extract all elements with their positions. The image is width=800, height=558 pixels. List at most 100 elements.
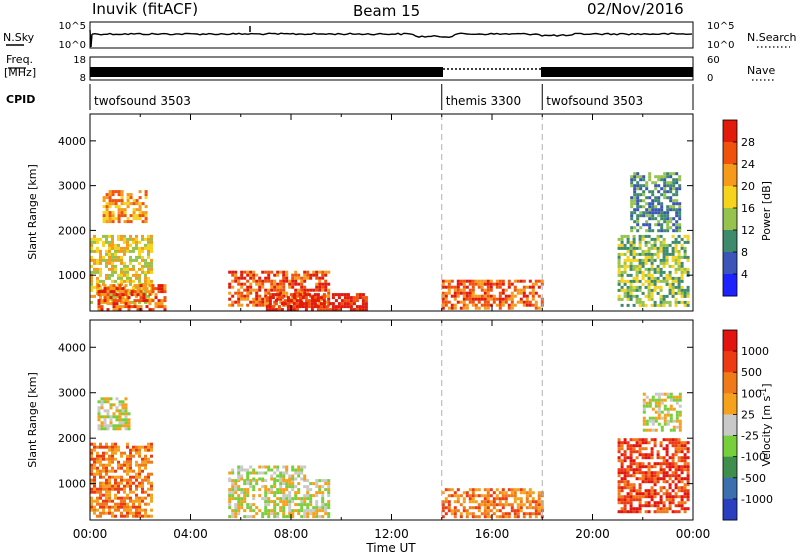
range-gate-cell <box>626 495 630 499</box>
range-gate-cell <box>126 276 129 280</box>
range-gate-cell <box>659 495 663 499</box>
range-gate-cell <box>307 299 311 303</box>
range-gate-cell <box>145 299 149 303</box>
range-gate-cell <box>641 291 645 295</box>
range-gate-cell <box>291 500 295 504</box>
range-gate-cell <box>144 454 147 458</box>
range-gate-cell <box>120 196 124 200</box>
range-gate-cell <box>626 297 630 301</box>
range-gate-cell <box>267 515 271 519</box>
range-gate-cell <box>510 503 514 507</box>
range-gate-cell <box>483 279 487 283</box>
range-gate-cell <box>324 506 328 510</box>
range-gate-cell <box>291 285 295 289</box>
range-gate-cell <box>270 288 274 292</box>
range-gate-cell <box>483 512 487 516</box>
range-gate-cell <box>630 178 634 182</box>
range-gate-cell <box>501 279 505 283</box>
range-gate-cell <box>318 285 322 289</box>
range-gate-cell <box>647 477 651 481</box>
range-gate-cell <box>474 303 478 307</box>
range-gate-cell <box>114 279 117 283</box>
range-gate-cell <box>123 490 126 494</box>
range-gate-cell <box>632 447 636 451</box>
range-gate-cell <box>298 293 302 297</box>
range-gate-cell <box>108 202 112 206</box>
freq-tick-top: 18 <box>73 55 86 66</box>
range-gate-cell <box>683 447 687 451</box>
range-gate-cell <box>668 501 672 505</box>
range-gate-cell <box>677 441 681 445</box>
range-gate-cell <box>111 258 114 262</box>
range-gate-cell <box>90 469 93 473</box>
range-gate-cell <box>441 303 445 307</box>
range-gate-cell <box>270 485 274 489</box>
range-gate-cell <box>157 305 161 309</box>
range-gate-cell <box>160 305 164 309</box>
range-gate-cell <box>243 500 247 504</box>
range-gate-cell <box>111 499 114 503</box>
range-gate-cell <box>138 508 141 512</box>
range-gate-cell <box>647 270 651 274</box>
range-gate-cell <box>663 407 667 411</box>
range-gate-cell <box>635 264 639 268</box>
range-gate-cell <box>123 211 127 215</box>
range-gate-cell <box>163 284 167 288</box>
range-gate-cell <box>111 511 114 515</box>
range-gate-cell <box>129 234 132 238</box>
range-gate-cell <box>626 456 630 460</box>
range-gate-cell <box>99 285 102 289</box>
range-gate-cell <box>106 409 110 413</box>
range-gate-cell <box>647 465 651 469</box>
range-gate-cell <box>656 264 660 268</box>
range-gate-cell <box>231 497 235 501</box>
range-gate-cell <box>258 297 262 301</box>
range-gate-cell <box>507 285 511 289</box>
range-gate-cell <box>447 279 451 283</box>
range-gate-cell <box>629 504 633 508</box>
range-gate-cell <box>277 305 281 309</box>
range-gate-cell <box>123 202 127 206</box>
range-gate-cell <box>108 511 111 515</box>
range-gate-cell <box>126 493 129 497</box>
range-gate-cell <box>647 285 651 289</box>
range-gate-cell <box>273 506 277 510</box>
range-gate-cell <box>132 469 135 473</box>
range-gate-cell <box>279 497 283 501</box>
range-gate-cell <box>656 255 660 259</box>
range-gate-cell <box>465 515 469 519</box>
range-gate-cell <box>638 450 642 454</box>
colorbar-tick-label: 24 <box>741 158 755 171</box>
range-gate-cell <box>327 491 331 495</box>
range-gate-cell <box>528 515 532 519</box>
range-gate-cell <box>674 291 678 295</box>
range-gate-cell <box>468 297 472 301</box>
range-gate-cell <box>665 243 669 247</box>
range-gate-cell <box>144 190 148 194</box>
range-gate-cell <box>93 445 96 449</box>
range-gate-cell <box>231 279 235 283</box>
range-gate-cell <box>635 450 639 454</box>
range-gate-cell <box>327 515 331 519</box>
range-gate-cell <box>617 237 621 241</box>
range-gate-cell <box>641 465 645 469</box>
range-gate-cell <box>135 493 138 497</box>
range-gate-cell <box>127 302 131 306</box>
range-gate-cell <box>318 279 322 283</box>
range-gate-cell <box>623 234 627 238</box>
range-gate-cell <box>96 466 99 470</box>
range-gate-cell <box>246 477 250 481</box>
range-gate-cell <box>632 246 636 250</box>
colorbar-tick-label: 28 <box>741 136 755 149</box>
range-gate-cell <box>114 258 117 262</box>
range-gate-cell <box>654 208 658 212</box>
range-gate-cell <box>642 193 646 197</box>
range-gate-cell <box>300 497 304 501</box>
range-gate-cell <box>99 481 102 485</box>
range-gate-cell <box>240 491 244 495</box>
range-gate-cell <box>501 488 505 492</box>
range-gate-cell <box>267 291 271 295</box>
range-gate-cell <box>108 234 111 238</box>
range-gate-cell <box>105 472 108 476</box>
range-gate-cell <box>501 506 505 510</box>
